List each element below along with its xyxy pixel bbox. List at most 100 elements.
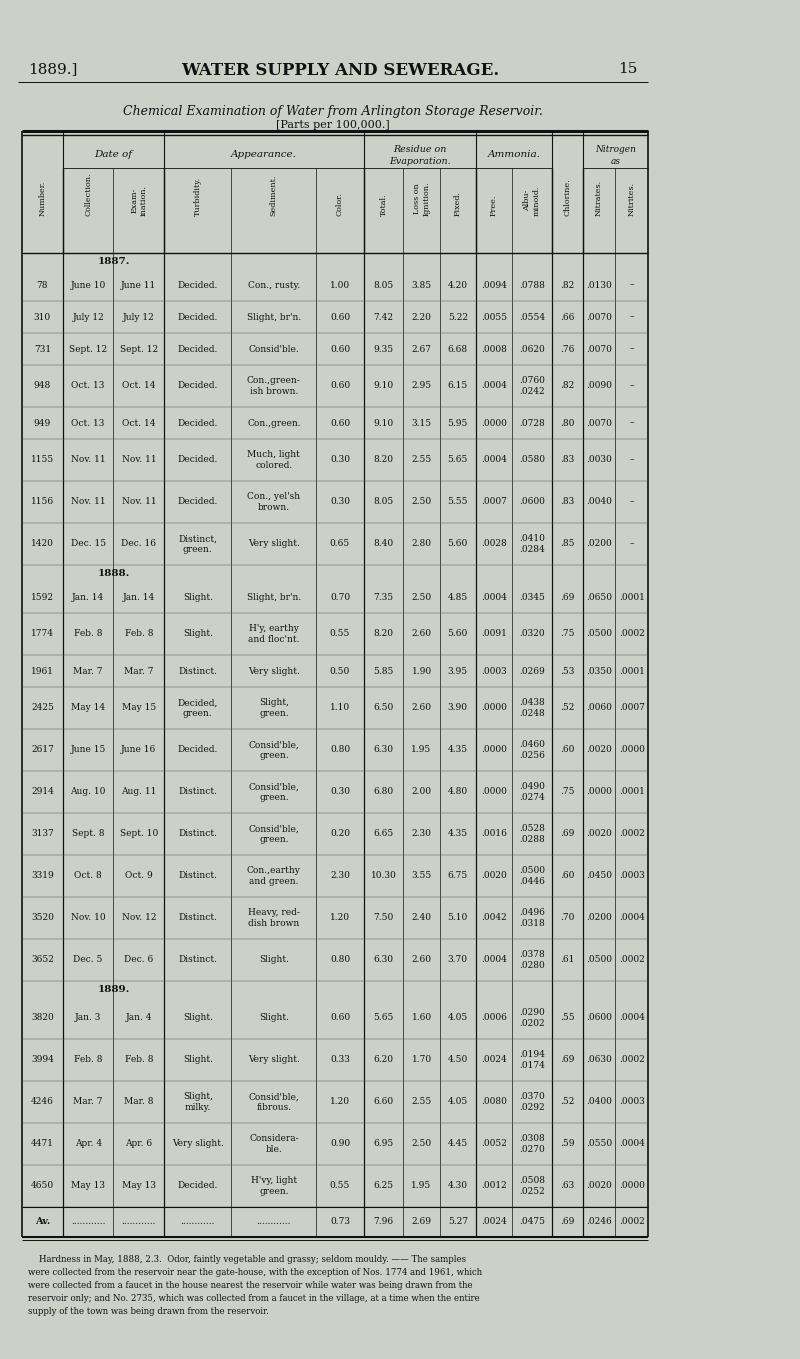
Text: 1889.: 1889.: [98, 984, 130, 993]
Text: 2.60: 2.60: [411, 704, 431, 712]
Text: .0410
.0284: .0410 .0284: [519, 534, 545, 553]
Text: 2.55: 2.55: [411, 1098, 432, 1106]
Text: .0002: .0002: [619, 1056, 645, 1064]
Text: .0496
.0318: .0496 .0318: [519, 908, 545, 928]
Text: Consid'ble,
green.: Consid'ble, green.: [249, 825, 299, 844]
Text: 6.75: 6.75: [448, 871, 468, 881]
Text: 0.90: 0.90: [330, 1139, 350, 1148]
Text: .52: .52: [560, 1098, 574, 1106]
Text: H'y, earthy
and floc'nt.: H'y, earthy and floc'nt.: [248, 624, 299, 644]
Text: 2.60: 2.60: [411, 629, 431, 639]
Text: 15: 15: [618, 63, 638, 76]
Text: June 10: June 10: [70, 280, 106, 289]
Text: .0450: .0450: [586, 871, 612, 881]
Text: .0016: .0016: [481, 829, 507, 839]
Text: .0378
.0280: .0378 .0280: [519, 950, 545, 970]
Text: Distinct,
green.: Distinct, green.: [178, 534, 218, 553]
Text: Sediment.: Sediment.: [270, 174, 278, 216]
Text: 7.96: 7.96: [374, 1216, 394, 1226]
Text: Decided,
green.: Decided, green.: [178, 699, 218, 718]
Text: .0042: .0042: [481, 913, 507, 923]
Text: 2.80: 2.80: [411, 540, 431, 549]
Text: 1.20: 1.20: [330, 913, 350, 923]
Text: 4.45: 4.45: [448, 1139, 468, 1148]
Text: .0269: .0269: [519, 666, 545, 675]
Text: 6.80: 6.80: [374, 787, 394, 796]
Text: Con.,earthy
and green.: Con.,earthy and green.: [247, 866, 301, 886]
Text: 2.30: 2.30: [330, 871, 350, 881]
Text: .0508
.0252: .0508 .0252: [519, 1177, 545, 1196]
Text: 1155: 1155: [30, 455, 54, 465]
Text: Slight,
milky.: Slight, milky.: [182, 1093, 213, 1112]
Text: Decided.: Decided.: [178, 497, 218, 507]
Text: Jan. 14: Jan. 14: [72, 593, 104, 602]
Text: 3.95: 3.95: [448, 666, 468, 675]
Text: Con., rusty.: Con., rusty.: [248, 280, 300, 289]
Text: .0308
.0270: .0308 .0270: [519, 1135, 545, 1154]
Text: 8.20: 8.20: [374, 629, 394, 639]
Text: Mar. 7: Mar. 7: [74, 1098, 103, 1106]
Text: Nov. 11: Nov. 11: [71, 497, 106, 507]
Text: .0004: .0004: [618, 913, 645, 923]
Text: May 13: May 13: [122, 1181, 156, 1190]
Text: .0004: .0004: [481, 455, 507, 465]
Text: Con.,green-
ish brown.: Con.,green- ish brown.: [247, 376, 301, 395]
Text: Feb. 8: Feb. 8: [125, 1056, 153, 1064]
Text: .0004: .0004: [618, 1139, 645, 1148]
Text: 5.65: 5.65: [447, 455, 468, 465]
Text: 3.70: 3.70: [448, 955, 468, 965]
Text: .0002: .0002: [619, 629, 645, 639]
Text: Nitrogen: Nitrogen: [595, 145, 636, 154]
Text: Decided.: Decided.: [178, 344, 218, 353]
Text: .83: .83: [560, 455, 574, 465]
Text: Feb. 8: Feb. 8: [125, 629, 153, 639]
Text: Aug. 11: Aug. 11: [121, 787, 157, 796]
Text: .0290
.0202: .0290 .0202: [519, 1008, 545, 1027]
Text: 0.30: 0.30: [330, 455, 350, 465]
Text: –: –: [630, 497, 634, 507]
Text: 1.90: 1.90: [411, 666, 431, 675]
Text: 1.70: 1.70: [411, 1056, 431, 1064]
Text: .0003: .0003: [481, 666, 507, 675]
Text: 0.60: 0.60: [330, 1014, 350, 1022]
Text: Oct. 13: Oct. 13: [71, 382, 105, 390]
Text: Oct. 9: Oct. 9: [125, 871, 153, 881]
Text: .0007: .0007: [618, 704, 645, 712]
Text: 7.50: 7.50: [374, 913, 394, 923]
Text: .0500: .0500: [586, 629, 612, 639]
Text: .0004: .0004: [481, 382, 507, 390]
Text: .0490
.0274: .0490 .0274: [519, 783, 545, 802]
Text: Date of: Date of: [94, 149, 133, 159]
Text: .0070: .0070: [586, 344, 612, 353]
Text: Oct. 13: Oct. 13: [71, 419, 105, 428]
Text: 1.10: 1.10: [330, 704, 350, 712]
Text: .0052: .0052: [481, 1139, 507, 1148]
Text: Oct. 8: Oct. 8: [74, 871, 102, 881]
Text: Much, light
colored.: Much, light colored.: [247, 450, 300, 470]
Text: .0020: .0020: [586, 746, 612, 754]
Text: 8.20: 8.20: [374, 455, 394, 465]
Text: 4.80: 4.80: [448, 787, 468, 796]
Text: Very slight.: Very slight.: [248, 666, 300, 675]
Text: 5.85: 5.85: [374, 666, 394, 675]
Text: Chemical Examination of Water from Arlington Storage Reservoir.: Chemical Examination of Water from Arlin…: [123, 105, 543, 118]
Text: 5.60: 5.60: [448, 540, 468, 549]
Text: Decided.: Decided.: [178, 746, 218, 754]
Text: Color.: Color.: [336, 192, 344, 216]
Text: Nitrates.: Nitrates.: [595, 179, 603, 216]
Text: 10.30: 10.30: [370, 871, 396, 881]
Text: were collected from the reservoir near the gate-house, with the exception of Nos: were collected from the reservoir near t…: [28, 1268, 482, 1277]
Text: 9.10: 9.10: [374, 419, 394, 428]
Text: 1.95: 1.95: [411, 746, 432, 754]
Text: –: –: [630, 382, 634, 390]
Text: Very slight.: Very slight.: [172, 1139, 224, 1148]
Text: 0.70: 0.70: [330, 593, 350, 602]
Text: Nov. 12: Nov. 12: [122, 913, 156, 923]
Text: Con., yel'sh
brown.: Con., yel'sh brown.: [247, 492, 301, 512]
Text: 7.35: 7.35: [374, 593, 394, 602]
Text: .0002: .0002: [619, 829, 645, 839]
Text: 4.05: 4.05: [448, 1014, 468, 1022]
Text: .0500: .0500: [586, 955, 612, 965]
Text: May 14: May 14: [71, 704, 105, 712]
Text: 4.85: 4.85: [448, 593, 468, 602]
